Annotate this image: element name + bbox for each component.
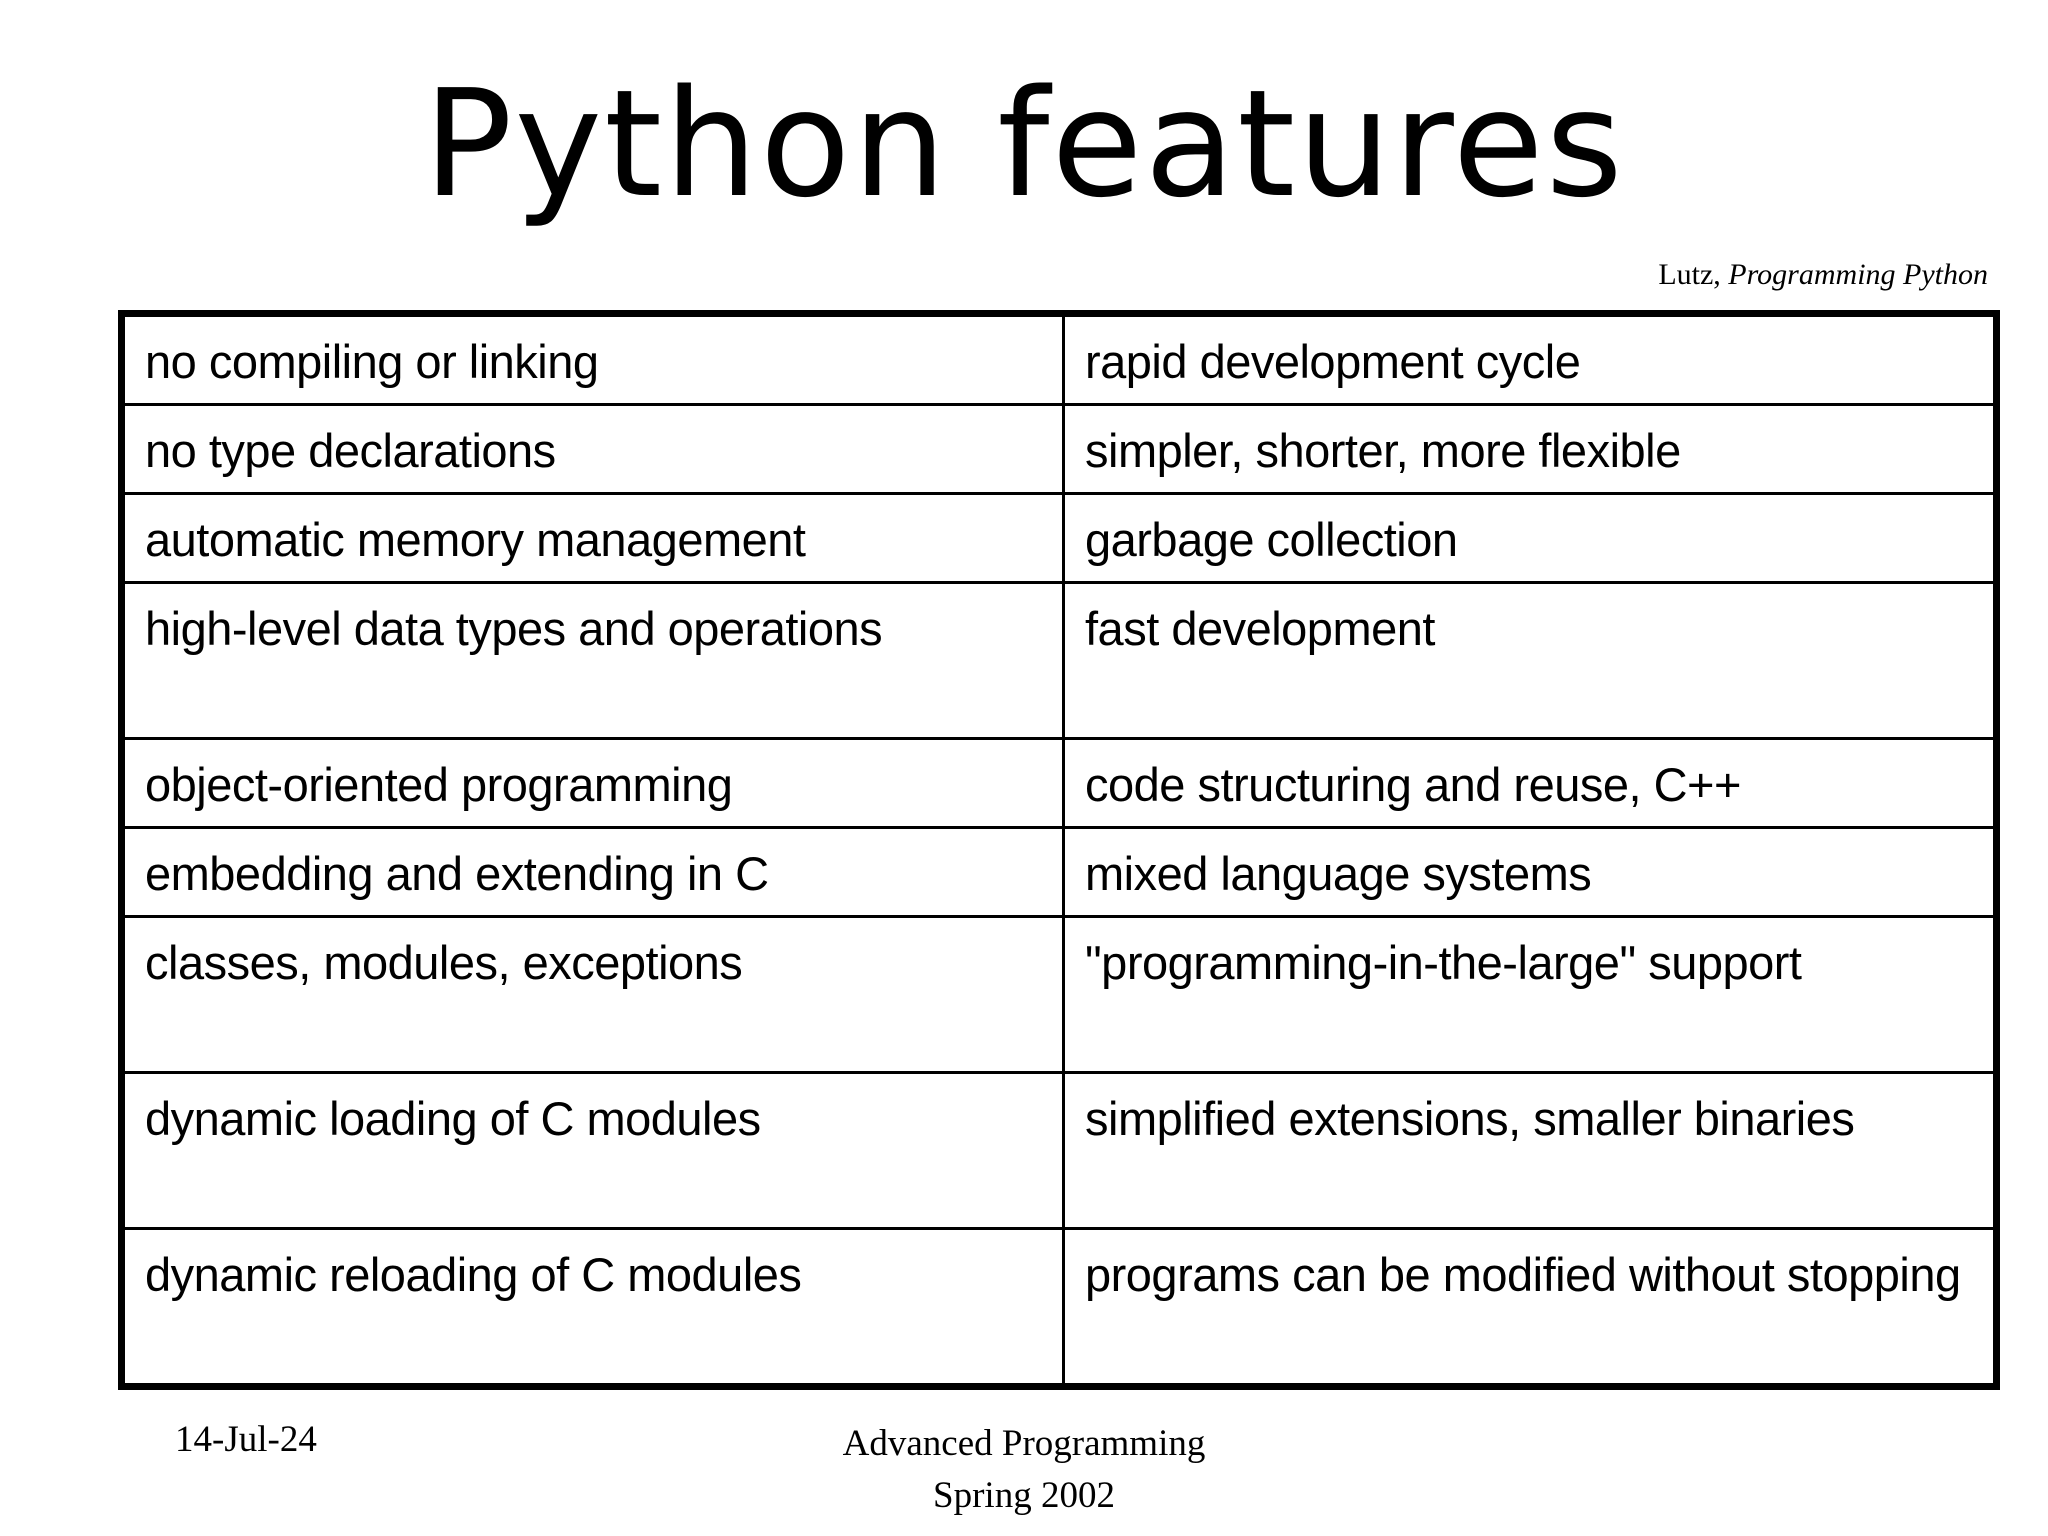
attribution-author: Lutz, [1658, 258, 1729, 291]
attribution: Lutz, Programming Python [1658, 258, 1988, 292]
table-row: automatic memory management garbage coll… [120, 492, 1998, 584]
footer-date: 14-Jul-24 [175, 1419, 317, 1460]
feature-cell: embedding and extending in C [120, 826, 1065, 918]
footer-course-block: Advanced Programming Spring 2002 [0, 1418, 2048, 1522]
feature-cell: object-oriented programming [120, 737, 1065, 829]
footer-course-name: Advanced Programming [842, 1423, 1206, 1464]
benefit-cell: garbage collection [1062, 492, 1998, 584]
benefit-cell: programs can be modified without stoppin… [1062, 1227, 1998, 1388]
benefit-cell: simpler, shorter, more flexible [1062, 403, 1998, 495]
table-row: no compiling or linking rapid developmen… [120, 312, 1998, 406]
benefit-cell: rapid development cycle [1062, 312, 1998, 406]
feature-cell: no compiling or linking [120, 312, 1065, 406]
feature-cell: classes, modules, exceptions [120, 915, 1065, 1074]
features-table: no compiling or linking rapid developmen… [118, 310, 2000, 1390]
attribution-book-title: Programming Python [1728, 258, 1988, 291]
feature-cell: dynamic reloading of C modules [120, 1227, 1065, 1388]
table-row: no type declarations simpler, shorter, m… [120, 403, 1998, 495]
table-row: object-oriented programming code structu… [120, 737, 1998, 829]
footer-term: Spring 2002 [933, 1475, 1115, 1516]
table-row: embedding and extending in C mixed langu… [120, 826, 1998, 918]
table-row: dynamic reloading of C modules programs … [120, 1227, 1998, 1388]
table-row: dynamic loading of C modules simplified … [120, 1071, 1998, 1230]
benefit-cell: fast development [1062, 581, 1998, 740]
feature-cell: high-level data types and operations [120, 581, 1065, 740]
slide-title: Python features [423, 58, 1625, 230]
benefit-cell: code structuring and reuse, C++ [1062, 737, 1998, 829]
table-row: high-level data types and operations fas… [120, 581, 1998, 740]
feature-cell: automatic memory management [120, 492, 1065, 584]
benefit-cell: simplified extensions, smaller binaries [1062, 1071, 1998, 1230]
table-row: classes, modules, exceptions "programmin… [120, 915, 1998, 1074]
feature-cell: no type declarations [120, 403, 1065, 495]
feature-cell: dynamic loading of C modules [120, 1071, 1065, 1230]
benefit-cell: mixed language systems [1062, 826, 1998, 918]
benefit-cell: "programming-in-the-large" support [1062, 915, 1998, 1074]
